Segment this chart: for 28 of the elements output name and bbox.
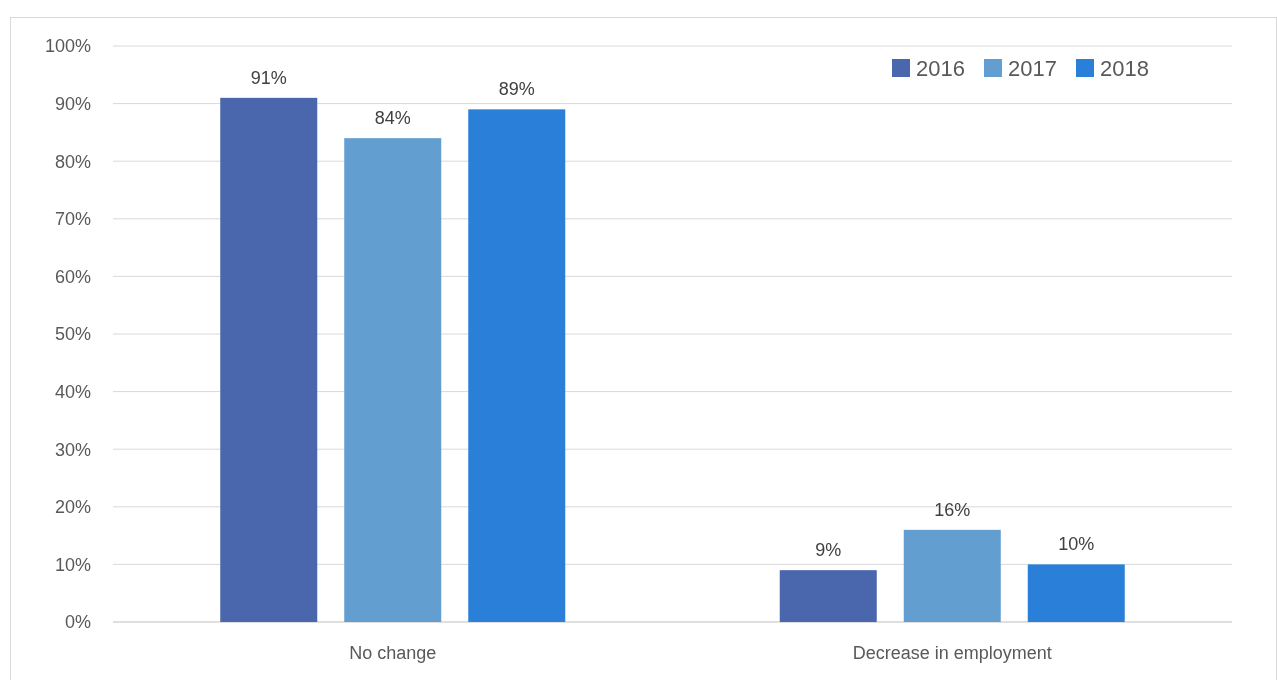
data-label: 91% — [250, 67, 287, 88]
bar — [220, 97, 318, 622]
y-tick-label: 90% — [54, 93, 91, 114]
legend-label: 2017 — [1008, 55, 1057, 81]
x-tick-label: Decrease in employment — [852, 643, 1052, 663]
legend-label: 2016 — [916, 55, 965, 81]
data-label: 89% — [498, 79, 535, 100]
y-tick-label: 100% — [44, 36, 91, 57]
bar — [468, 109, 566, 622]
data-label: 9% — [815, 540, 842, 561]
bar — [779, 570, 877, 622]
bar — [344, 138, 442, 622]
y-tick-label: 80% — [54, 151, 91, 172]
data-label: 84% — [374, 108, 411, 129]
legend-label: 2018 — [1100, 55, 1149, 81]
bar — [1027, 564, 1125, 622]
y-tick-label: 40% — [54, 381, 91, 402]
y-tick-label: 30% — [54, 439, 91, 460]
data-label: 16% — [934, 499, 971, 520]
bar — [903, 529, 1001, 622]
y-tick-label: 10% — [54, 554, 91, 575]
y-tick-label: 50% — [54, 324, 91, 345]
data-label: 10% — [1058, 534, 1095, 555]
y-tick-label: 70% — [54, 209, 91, 230]
y-tick-label: 60% — [54, 266, 91, 287]
y-tick-label: 0% — [64, 612, 91, 633]
y-tick-label: 20% — [54, 497, 91, 518]
x-tick-label: No change — [349, 643, 437, 663]
